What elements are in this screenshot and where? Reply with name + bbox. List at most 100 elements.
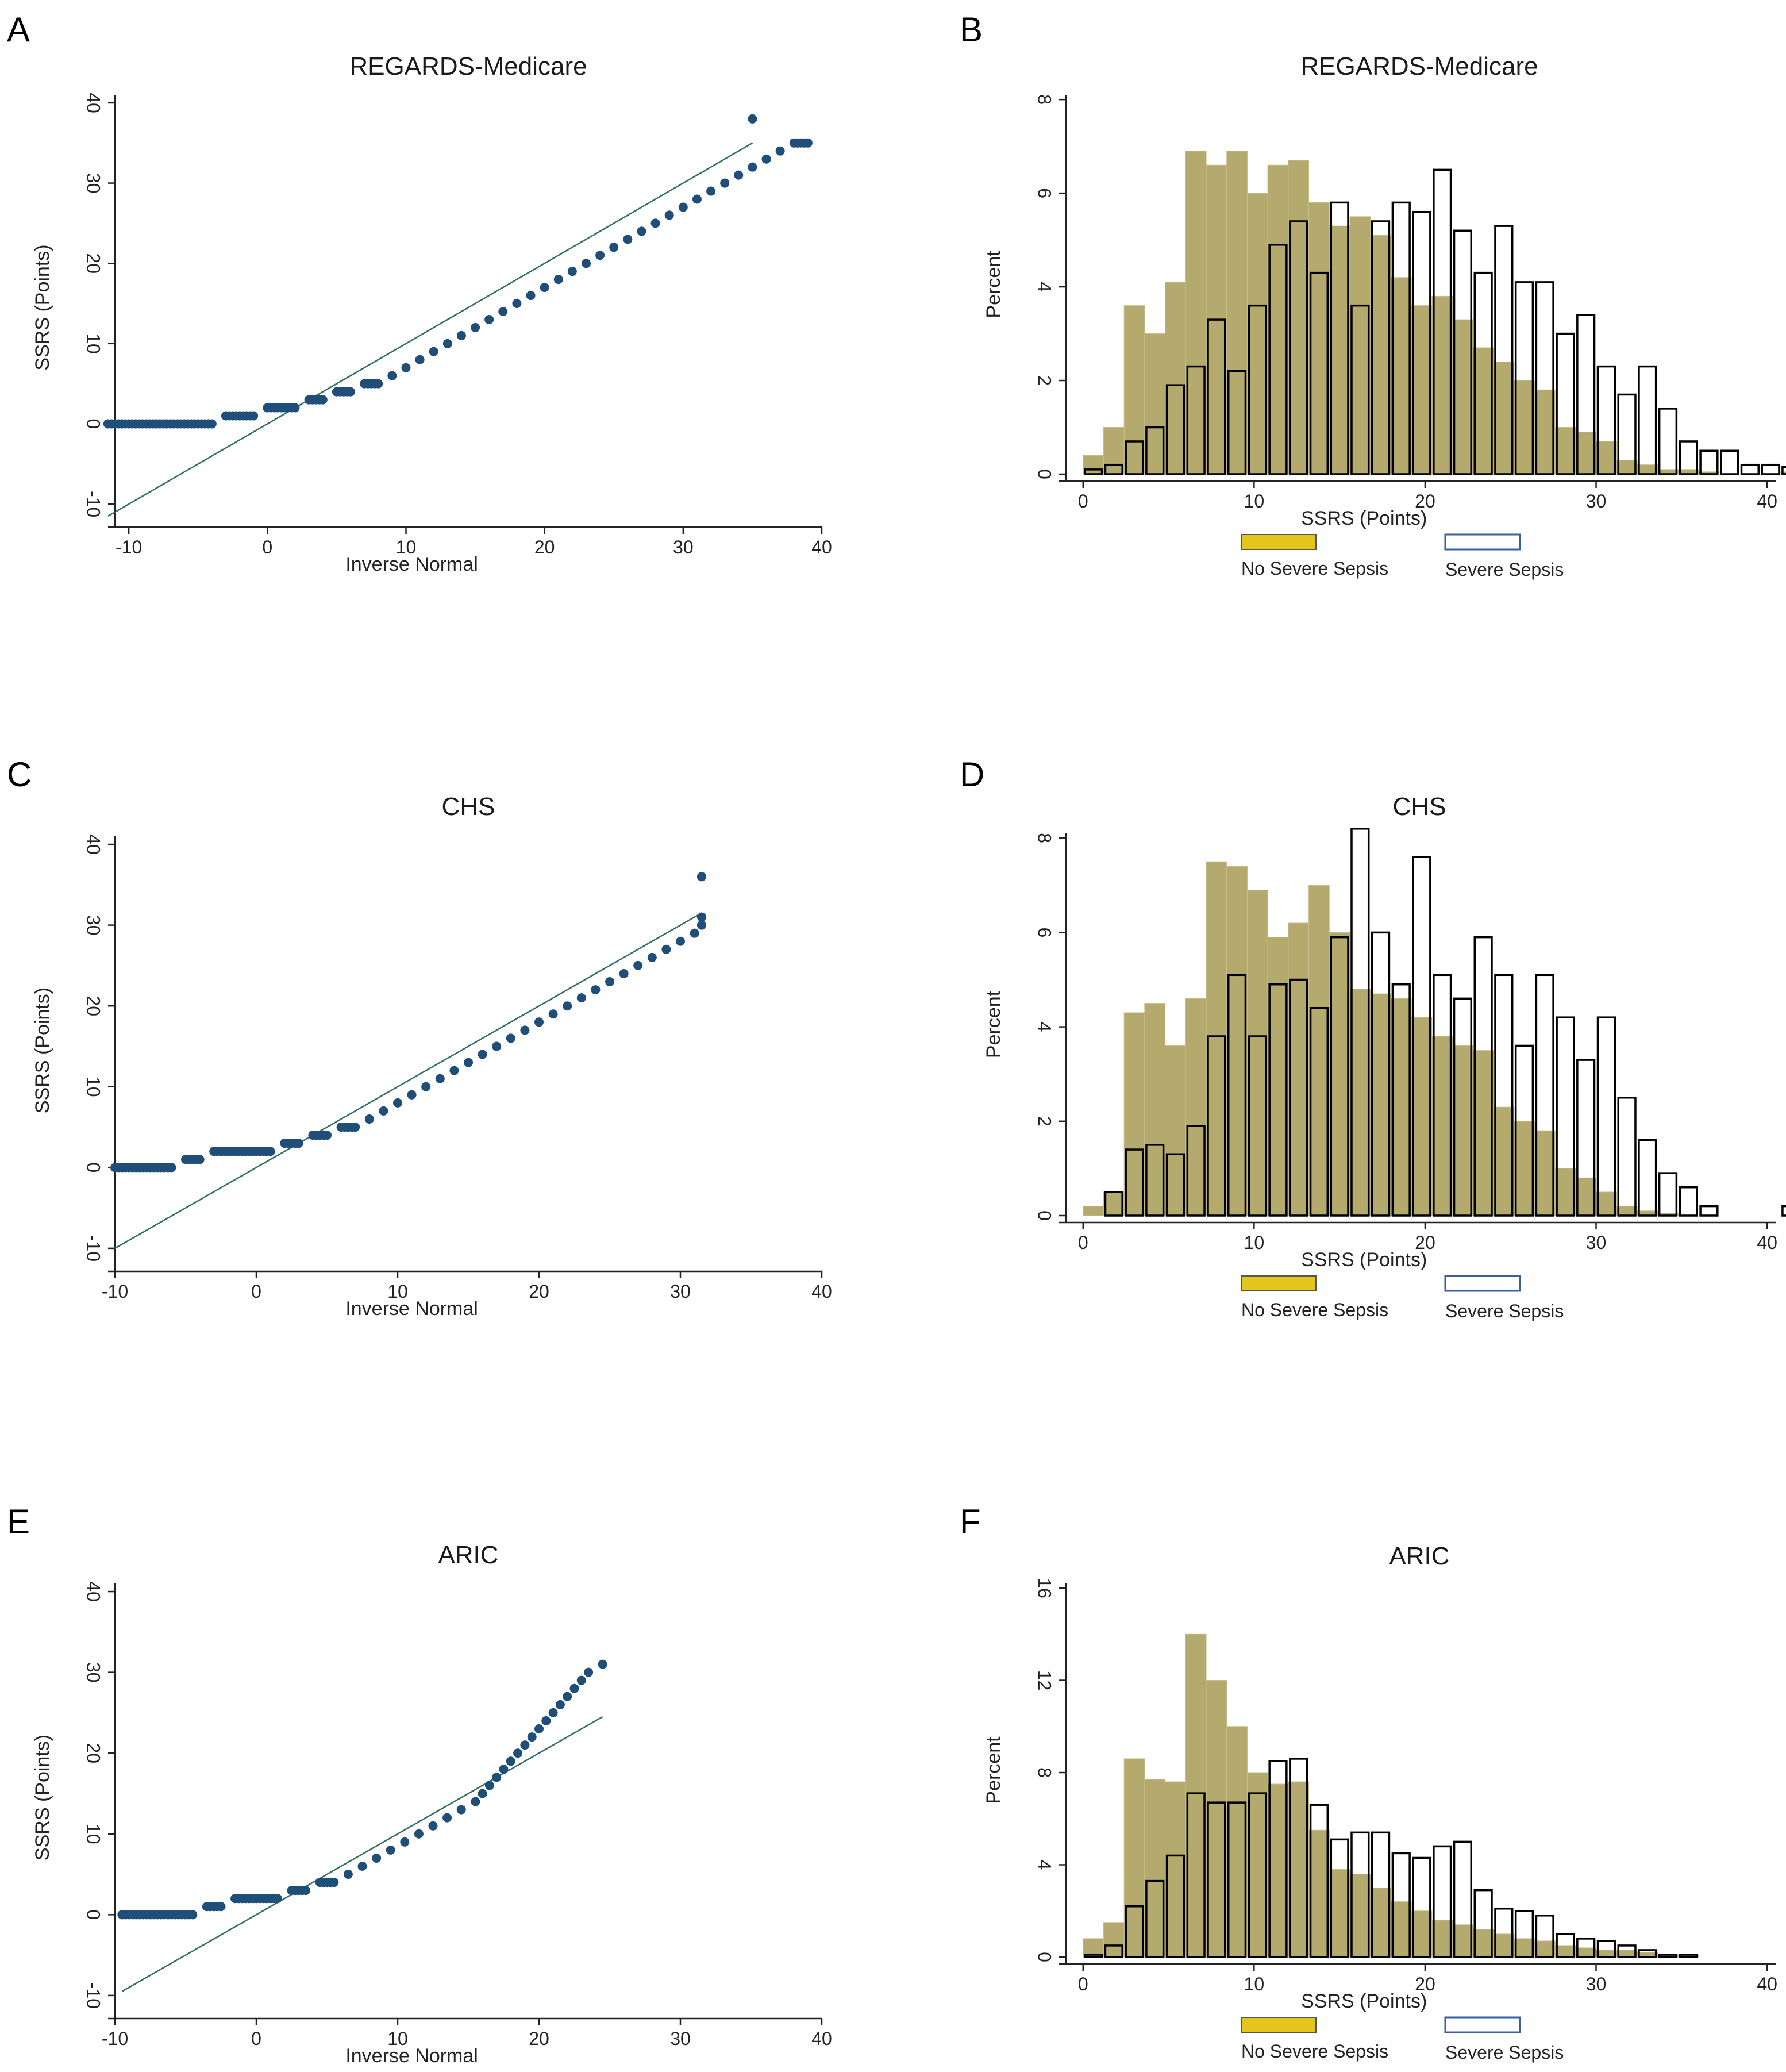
data-point [548,1009,558,1019]
y-tick-label: 0 [1034,469,1055,479]
bar-severe-sepsis [1268,243,1288,475]
bar-severe-sepsis [1268,983,1288,1217]
bar-severe-sepsis [1309,271,1329,475]
bar-severe-sepsis [1412,856,1431,1217]
bar-severe-sepsis [1227,370,1247,475]
bar-no-severe-sepsis [1206,1680,1227,1958]
panel-label: A [7,10,30,49]
data-point [407,1090,417,1100]
bar-no-severe-sepsis [1185,998,1207,1216]
y-tick-label: 20 [83,995,104,1016]
legend-swatch-no-severe-sepsis [1241,1275,1317,1291]
bar-severe-sepsis [1165,384,1185,475]
bar-no-severe-sepsis [1390,277,1412,475]
y-tick-label: 0 [83,1162,104,1173]
data-point [456,330,466,340]
bar-severe-sepsis [1207,318,1226,475]
data-point [498,306,508,316]
y-tick-label: 4 [1034,282,1055,292]
bar-severe-sepsis [1638,365,1657,475]
bar-severe-sepsis [1084,468,1103,475]
bar-no-severe-sepsis [1308,885,1330,1216]
data-point [692,194,702,204]
bar-severe-sepsis [1391,1852,1411,1958]
data-point [387,371,397,380]
bar-no-severe-sepsis [1575,432,1597,475]
data-point [401,363,411,372]
bar-severe-sepsis [1371,1831,1391,1958]
data-point [272,1894,282,1904]
bar-severe-sepsis [1453,1840,1473,1958]
bar-no-severe-sepsis [1493,1106,1515,1216]
data-point [520,1025,530,1035]
data-point [534,1017,544,1027]
data-point [553,275,563,285]
bar-severe-sepsis [1720,449,1739,475]
bar-no-severe-sepsis [1329,932,1350,1216]
data-point [563,1692,572,1701]
bar-no-severe-sepsis [1308,202,1330,475]
bar-severe-sepsis [1104,1191,1123,1217]
data-point [619,968,629,978]
bar-no-severe-sepsis [1472,1929,1494,1958]
bar-severe-sepsis [1186,365,1206,475]
data-point [541,1716,551,1725]
x-tick-label: 0 [1078,1232,1088,1253]
reference-line [121,1716,603,1992]
bar-no-severe-sepsis [1267,164,1289,475]
bar-no-severe-sepsis [1329,225,1350,475]
data-point [647,952,657,962]
x-tick-label: 30 [1586,491,1607,512]
bar-severe-sepsis [1330,201,1349,475]
legend-swatch-no-severe-sepsis [1241,534,1317,550]
y-axis-title: Percent [983,251,1004,318]
bar-severe-sepsis [1350,304,1370,475]
bar-no-severe-sepsis [1452,1924,1473,1958]
data-point [676,936,685,946]
bar-no-severe-sepsis [1616,1950,1638,1958]
panel-f: F ARIC 0 10 20 30 40 0 4 8 12 16 SSRS (Points) Percen… [960,1502,1777,2063]
y-tick-label: 16 [1034,1578,1055,1598]
data-point [567,267,577,276]
data-point [429,347,438,356]
x-tick-label: 10 [1244,1974,1265,1994]
bar-no-severe-sepsis [1554,1168,1576,1216]
y-tick-label: 10 [83,333,104,354]
data-point [637,226,646,236]
bar-severe-sepsis [1556,1933,1575,1958]
data-point [661,944,671,954]
bar-severe-sepsis [1084,1954,1103,1958]
data-point [527,1732,537,1742]
bar-no-severe-sepsis [1123,1758,1145,1958]
bar-no-severe-sepsis [1267,937,1289,1216]
y-tick-label: 0 [1034,1952,1055,1962]
x-tick-label: 10 [1244,491,1265,512]
y-axis-title: Percent [983,990,1004,1058]
data-point [207,419,217,429]
x-tick-label: 0 [1078,491,1088,512]
bar-no-severe-sepsis [1329,1869,1350,1958]
x-tick-label: -10 [116,537,142,558]
bar-severe-sepsis [1289,1758,1308,1958]
chart-title: REGARDS-Medicare [1300,52,1538,80]
bar-severe-sepsis [1165,1854,1185,1958]
bar-no-severe-sepsis [1165,1045,1186,1216]
data-point [421,1082,431,1091]
x-tick-label: 20 [529,1281,549,1302]
panel-c: C CHS -10 0 10 20 30 40 -10 0 10 20 30 40 Inverse Norm… [7,755,832,1320]
legend-label-no-severe-sepsis: No Severe Sepsis [1241,558,1388,579]
data-point [456,1805,466,1815]
bar-no-severe-sepsis [1288,160,1310,475]
bar-no-severe-sepsis [1103,1191,1125,1216]
legend-swatch-severe-sepsis [1444,2016,1521,2033]
bar-severe-sepsis [1556,1016,1575,1217]
y-tick-label: 0 [83,419,104,429]
y-axis-title: Percent [983,1736,1004,1804]
bar-no-severe-sepsis [1534,389,1556,475]
bar-severe-sepsis [1617,1097,1637,1217]
x-tick-label: 10 [387,1281,408,1302]
x-tick-label: 20 [1415,1232,1435,1253]
y-tick-label: 6 [1034,188,1055,198]
bar-severe-sepsis [1289,978,1308,1217]
x-axis-title: Inverse Normal [345,2045,478,2067]
